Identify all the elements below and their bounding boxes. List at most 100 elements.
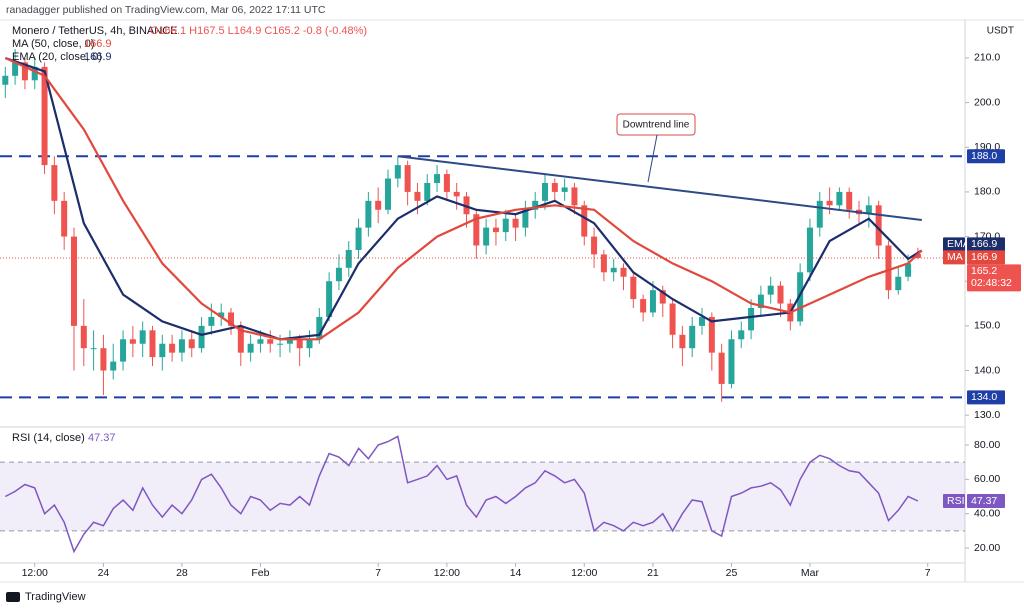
candle-body <box>679 334 686 349</box>
candle-body <box>757 294 764 309</box>
candle-body <box>443 174 450 192</box>
x-tick-label: 25 <box>726 567 738 579</box>
candle-body <box>571 187 578 206</box>
line-value-tag: 166.9 <box>971 238 997 250</box>
candle-body <box>620 267 627 277</box>
rsi-name-tag: RSI <box>947 495 965 507</box>
candle-body <box>826 200 833 206</box>
candle-body <box>51 165 58 201</box>
candle-body <box>394 165 401 179</box>
candle-body <box>767 285 774 295</box>
candle-body <box>21 62 28 81</box>
candle-body <box>581 205 588 237</box>
line-name-tag: MA <box>947 251 963 263</box>
candle-body <box>630 276 637 300</box>
x-tick-label: 28 <box>176 567 188 579</box>
candle-body <box>492 227 499 233</box>
candle-body <box>188 339 195 349</box>
candle-body <box>738 330 745 340</box>
line-value-tag-bg <box>967 237 1005 252</box>
indicator-legend-value: 166.9 <box>84 38 112 50</box>
y-tick-label: 210.0 <box>974 52 1000 64</box>
candle-body <box>12 62 19 76</box>
x-tick-label: Feb <box>251 567 269 579</box>
indicator-legend: EMA (20, close, 0) <box>12 51 102 63</box>
x-tick-label: 7 <box>375 567 381 579</box>
level-tag: 188.0 <box>971 150 997 162</box>
candle-body <box>846 191 853 210</box>
candle-body <box>326 281 333 317</box>
candle-body <box>169 343 176 353</box>
x-tick-label: 14 <box>510 567 522 579</box>
candle-body <box>316 316 323 340</box>
rsi-tick-label: 60.00 <box>974 473 1000 485</box>
candle-body <box>699 316 706 326</box>
annotation: Downtrend line <box>623 120 690 131</box>
candle-body <box>286 339 293 344</box>
y-tick-label: 180.0 <box>974 186 1000 198</box>
candle-body <box>159 343 166 358</box>
candle-body <box>385 178 392 210</box>
last-price-tag: 165.2 <box>971 265 997 277</box>
candle-body <box>237 325 244 353</box>
candle-body <box>483 227 490 246</box>
candle-body <box>355 227 362 250</box>
annotation-pointer <box>647 134 658 183</box>
candle-body <box>748 308 755 331</box>
candle-body <box>345 249 352 268</box>
candle-body <box>247 343 254 353</box>
indicator-legend-value: 166.9 <box>84 51 112 63</box>
candle-body <box>551 182 558 192</box>
candle-body <box>2 75 9 85</box>
x-tick-label: 12:00 <box>22 567 48 579</box>
publisher: ranadagger published on TradingView.com,… <box>6 4 326 16</box>
candle-body <box>640 299 647 313</box>
quote: O166.1 H167.5 L164.9 C165.2 -0.8 (-0.48%… <box>150 25 367 37</box>
rsi-value-tag-bg <box>967 494 1005 509</box>
candle-body <box>277 343 284 345</box>
countdown: 02:48:32 <box>971 277 1012 289</box>
candle-body <box>914 253 921 258</box>
y-tick-label: 130.0 <box>974 409 1000 421</box>
candle-body <box>414 191 421 201</box>
candle-body <box>306 339 313 349</box>
last-price-tag-bg <box>967 264 1021 292</box>
candle-body <box>149 330 156 358</box>
x-tick-label: 24 <box>98 567 110 579</box>
indicator-legend: MA (50, close, 0) <box>12 38 95 50</box>
candle-body <box>198 325 205 349</box>
candle-body <box>875 205 882 246</box>
candle-body <box>139 330 146 344</box>
candle-body <box>591 236 598 255</box>
rsi-tick-label: 80.00 <box>974 439 1000 451</box>
candle-body <box>561 187 568 192</box>
candle-body <box>708 316 715 353</box>
x-tick-label: 7 <box>925 567 931 579</box>
candle-body <box>836 191 843 206</box>
candle-body <box>806 227 813 273</box>
candle-body <box>473 214 480 246</box>
candle-body <box>90 348 97 350</box>
level-tag-bg <box>967 149 1005 164</box>
logo-icon <box>6 592 20 602</box>
candle-body <box>61 200 68 237</box>
candle-body <box>404 165 411 192</box>
rsi-value-tag: 47.37 <box>971 495 997 507</box>
rsi-line <box>4 435 919 554</box>
candle-body <box>129 339 136 344</box>
line-name-tag-bg <box>943 237 965 252</box>
candle-body <box>816 200 823 228</box>
x-tick-label: 21 <box>647 567 659 579</box>
candle-body <box>208 316 215 326</box>
candle-body <box>375 200 382 210</box>
rsi-band <box>0 462 965 531</box>
candle-body <box>70 236 77 326</box>
line-value-tag-bg <box>967 250 1005 265</box>
candle-body <box>522 209 529 228</box>
footer-logo: TradingView <box>6 591 86 603</box>
currency: USDT <box>987 26 1014 37</box>
candle-body <box>424 182 431 201</box>
x-tick-label: 12:00 <box>571 567 597 579</box>
level-tag: 134.0 <box>971 391 997 403</box>
candle-body <box>610 267 617 273</box>
